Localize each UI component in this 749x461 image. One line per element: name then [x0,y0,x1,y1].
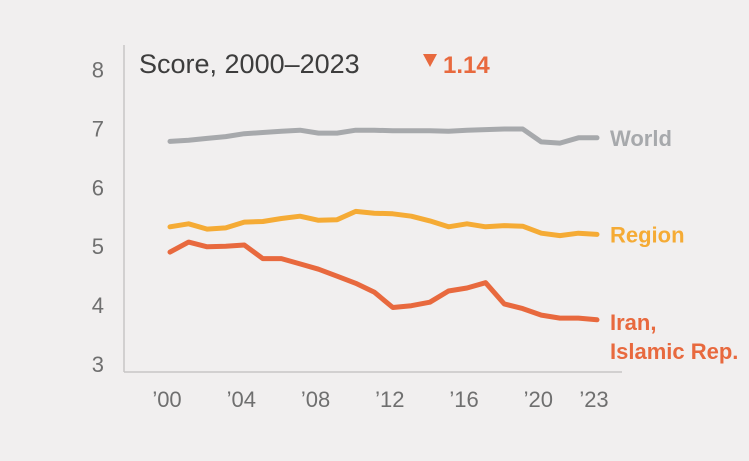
y-tick-label: 3 [92,352,104,377]
y-tick-label: 6 [92,175,104,200]
series-line-region [167,208,600,239]
series-line-iran-islamic-rep [167,239,600,323]
series-label-line: Islamic Rep. [610,339,738,364]
axes [123,45,622,373]
series-label-iran-islamic-rep: Iran, Islamic Rep. [610,310,738,364]
series-line-world [167,126,600,146]
x-tick-labels: ’00 ’04 ’08 ’12 ’16 ’20 ’23 [152,387,608,412]
x-tick-label: ’00 [152,387,181,412]
change-value: 1.14 [443,52,490,79]
series-labels: World Region Iran, Islamic Rep. [610,126,738,364]
y-tick-label: 8 [92,58,104,83]
series-label-line: Iran, [610,310,656,335]
x-tick-label: ’04 [227,387,256,412]
x-tick-label: ’20 [524,387,553,412]
y-tick-label: 7 [92,116,104,141]
down-triangle-icon [423,54,437,67]
x-tick-label: ’23 [579,387,608,412]
series-label-world: World [610,126,672,151]
x-tick-label: ’12 [375,387,404,412]
series-label-region: Region [610,222,685,247]
y-tick-labels: 3 4 5 6 7 8 [92,58,104,378]
x-tick-label: ’08 [301,387,330,412]
x-tick-label: ’16 [449,387,478,412]
series-lines [167,126,600,323]
chart-title: Score, 2000–2023 [139,49,360,79]
y-tick-label: 4 [92,293,104,318]
y-tick-label: 5 [92,234,104,259]
